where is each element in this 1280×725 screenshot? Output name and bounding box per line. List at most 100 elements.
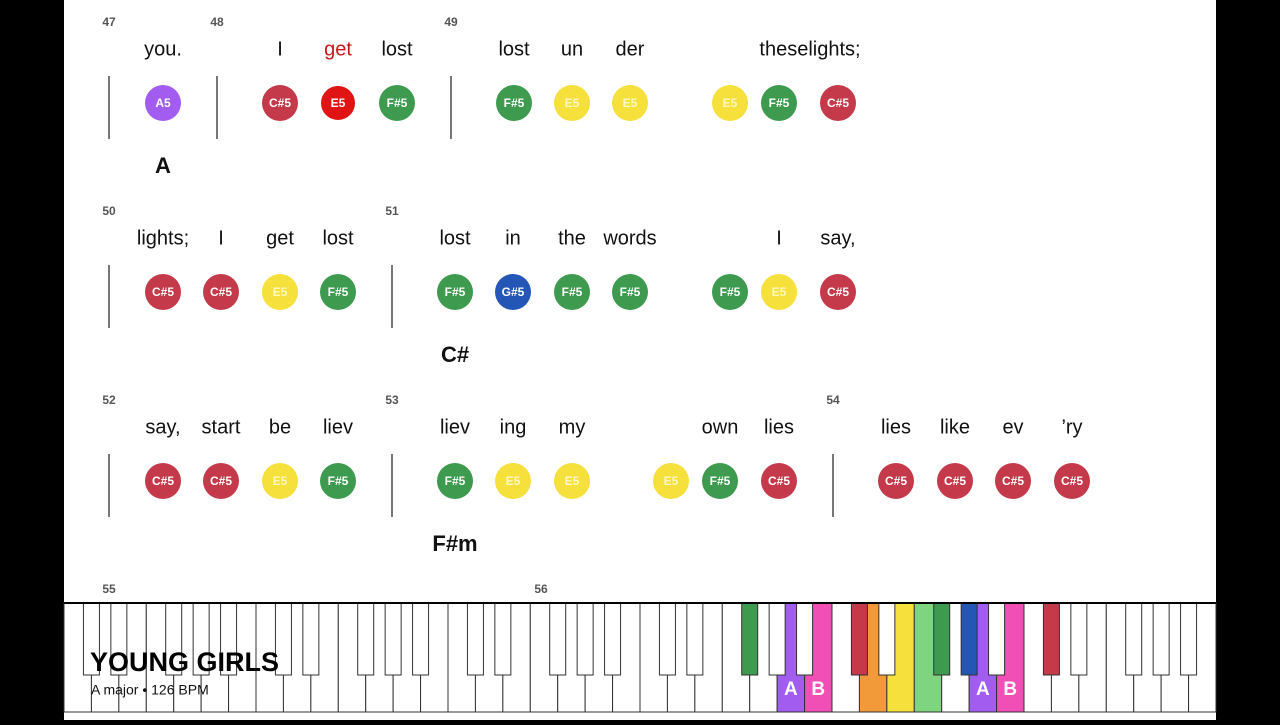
note-label: E5 [664,474,679,488]
note-label: F#5 [387,96,408,110]
lyric: ’ry [1061,416,1082,438]
black-key [604,602,622,676]
note-label: F#5 [504,96,525,110]
black-key [768,602,786,676]
note [495,463,531,499]
lyric: I [218,227,224,249]
lyric: like [940,416,970,438]
measure-number: 56 [534,582,548,596]
lyric: say, [145,416,180,438]
lyric: un [561,38,583,60]
note-label: C#5 [210,285,232,299]
note-label: A5 [155,96,171,110]
note-label: F#5 [562,285,583,299]
measure-number: 47 [102,15,116,29]
black-key [357,602,375,676]
note [1054,463,1090,499]
lyric: in [505,227,521,249]
black-key [412,602,430,676]
note-label: E5 [273,285,288,299]
note [612,274,648,310]
note [554,274,590,310]
note-label: F#5 [445,474,466,488]
note-label: E5 [623,96,638,110]
note-label: C#5 [944,474,966,488]
black-key [576,602,594,676]
black-key [384,602,402,676]
black-key [1180,602,1198,676]
measure-number: 50 [102,204,116,218]
note [145,463,181,499]
note [262,274,298,310]
note-label: C#5 [827,96,849,110]
measure-number: 53 [385,393,399,407]
lyric: lost [381,38,413,60]
note [820,274,856,310]
key-label: A [784,679,798,700]
lyric: lies [881,416,911,438]
note [702,463,738,499]
lyric: I [277,38,283,60]
note-label: F#5 [445,285,466,299]
lyric: lost [498,38,530,60]
lyric: lights; [137,227,189,249]
measure-number: 54 [826,393,840,407]
note-label: C#5 [152,474,174,488]
note [554,85,590,121]
note-label: G#5 [502,285,525,299]
note-label: F#5 [720,285,741,299]
note [937,463,973,499]
note [262,463,298,499]
note [761,85,797,121]
lyric: ev [1002,416,1023,438]
note-label: C#5 [152,285,174,299]
note-label: C#5 [885,474,907,488]
song-subtitle: A major • 126 BPM [91,682,209,698]
lyric: say, [820,227,855,249]
note [145,85,181,121]
note-label: E5 [723,96,738,110]
note-label: E5 [331,96,346,110]
note-label: C#5 [269,96,291,110]
note [612,85,648,121]
lyric: start [202,416,241,438]
note [820,85,856,121]
chord: C# [441,342,469,367]
lyric: ing [500,416,527,438]
black-key [686,602,704,676]
note [554,463,590,499]
black-key [878,602,896,676]
black-key [1125,602,1143,676]
measure-number: 49 [444,15,458,29]
black-key [960,602,978,676]
black-key [1070,602,1088,676]
note-label: F#5 [328,285,349,299]
black-key [933,602,951,676]
lyric: lost [322,227,354,249]
black-key [549,602,567,676]
measure-number: 51 [385,204,399,218]
note [379,85,415,121]
lyric: you. [144,38,182,60]
note [496,85,532,121]
note [320,274,356,310]
note-label: E5 [273,474,288,488]
key-label: B [1003,679,1017,700]
note [145,274,181,310]
black-key [796,602,814,676]
note [437,463,473,499]
score: 47 you. A5 48 I get lost C#5 E5 F#5 49 lost un der the… [102,15,1090,596]
lyric: words [602,227,656,249]
note [495,274,531,310]
note [319,84,357,122]
lyric: own [702,416,739,438]
note [878,463,914,499]
note [761,463,797,499]
note [761,274,797,310]
black-key [741,602,759,676]
song-title: YOUNG GIRLS [90,647,279,677]
note-label: C#5 [1002,474,1024,488]
